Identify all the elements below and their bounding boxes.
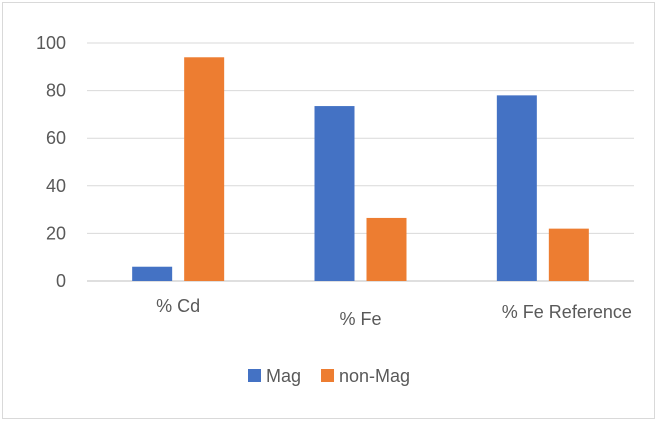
legend-swatch	[248, 369, 261, 382]
y-tick-label: 20	[46, 223, 66, 243]
y-tick-label: 40	[46, 176, 66, 196]
bar-non-mag-2	[366, 217, 407, 281]
bar-non-mag-3	[548, 228, 589, 281]
y-axis-tick-labels: 0 20 40 60 80 100	[36, 33, 66, 291]
gridlines	[87, 42, 634, 282]
bar-non-mag-1	[184, 57, 225, 281]
y-tick-label: 100	[36, 33, 66, 53]
x-tick-label: % Cd	[156, 296, 200, 316]
y-tick-label: 60	[46, 128, 66, 148]
legend-label: Mag	[266, 366, 301, 386]
bars	[132, 57, 589, 281]
y-tick-label: 80	[46, 81, 66, 101]
x-tick-label: % Fe	[339, 309, 381, 329]
x-axis-tick-labels: % Cd % Fe % Fe Reference	[156, 296, 632, 329]
bar-mag-1	[132, 266, 173, 281]
legend-label: non-Mag	[339, 366, 410, 386]
x-tick-label: % Fe Reference	[502, 302, 632, 322]
bar-mag-2	[314, 106, 355, 281]
legend-swatch	[321, 369, 335, 382]
legend: Mag non-Mag	[248, 366, 410, 386]
bar-mag-3	[496, 95, 537, 281]
y-tick-label: 0	[56, 271, 66, 291]
